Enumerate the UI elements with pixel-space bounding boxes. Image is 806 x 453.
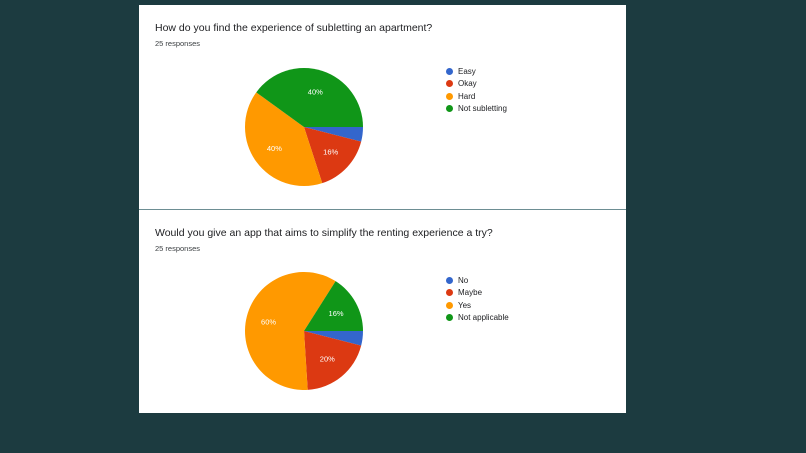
legend-label: No	[458, 275, 469, 285]
legend-item-hard: Hard	[446, 90, 507, 103]
legend-item-okay: Okay	[446, 78, 507, 91]
legend-item-yes: Yes	[446, 299, 509, 312]
pie-slice-hard	[245, 92, 323, 186]
legend-label: Yes	[458, 300, 472, 310]
legend-swatch	[446, 105, 453, 113]
legend-item-not-applicable: Not applicable	[446, 312, 509, 325]
slice-label-not-subletting: 40%	[308, 88, 323, 97]
legend-swatch	[446, 289, 453, 297]
response-count: 25 responses	[155, 244, 201, 253]
slice-label-maybe: 20%	[320, 355, 335, 364]
pie-slice-maybe	[304, 331, 362, 390]
card-divider	[139, 209, 626, 210]
legend-label: Hard	[458, 91, 476, 101]
pie-slice-okay	[304, 127, 362, 184]
legend-label: Okay	[458, 79, 477, 89]
legend-label: Maybe	[458, 288, 483, 298]
chart-legend: Easy Okay Hard Not subletting	[446, 65, 507, 115]
pie-slice-not-applicable	[304, 281, 363, 331]
pie-chart: 16% 40% 40%	[245, 68, 363, 186]
legend-swatch	[446, 314, 453, 322]
question-title: How do you find the experience of sublet…	[155, 22, 433, 34]
legend-item-maybe: Maybe	[446, 287, 509, 300]
chart-legend: No Maybe Yes Not applicable	[446, 274, 509, 324]
forms-summary-sheet: How do you find the experience of sublet…	[139, 5, 626, 413]
pie-slice-yes	[245, 272, 336, 390]
slice-label-hard: 40%	[267, 144, 282, 153]
legend-swatch	[446, 80, 453, 88]
slice-label-not-applicable: 16%	[329, 309, 344, 318]
legend-swatch	[446, 276, 453, 284]
slice-label-yes: 60%	[261, 317, 276, 326]
pie-slice-easy	[304, 127, 363, 142]
legend-swatch	[446, 92, 453, 100]
pie-slice-not-subletting	[256, 68, 363, 127]
pie-chart: 20% 60% 16%	[245, 272, 363, 390]
legend-item-no: No	[446, 274, 509, 287]
question-card-app-trial: Would you give an app that aims to simpl…	[139, 210, 626, 413]
slice-label-okay: 16%	[323, 148, 338, 157]
legend-label: Easy	[458, 66, 476, 76]
pie-slice-no	[304, 331, 363, 346]
legend-label: Not subletting	[458, 104, 507, 114]
question-card-subletting: How do you find the experience of sublet…	[139, 5, 626, 209]
question-title: Would you give an app that aims to simpl…	[155, 227, 493, 239]
legend-swatch	[446, 67, 453, 75]
legend-item-easy: Easy	[446, 65, 507, 78]
legend-item-not-subletting: Not subletting	[446, 103, 507, 116]
legend-swatch	[446, 301, 453, 309]
response-count: 25 responses	[155, 39, 201, 48]
legend-label: Not applicable	[458, 313, 509, 323]
